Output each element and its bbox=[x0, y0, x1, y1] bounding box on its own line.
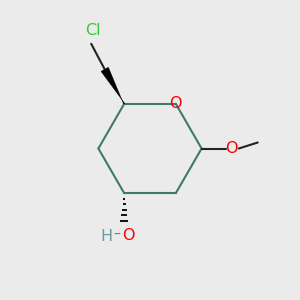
Text: –: – bbox=[113, 228, 120, 242]
Text: H: H bbox=[101, 229, 113, 244]
Text: O: O bbox=[225, 141, 238, 156]
Text: Cl: Cl bbox=[85, 23, 100, 38]
Text: O: O bbox=[122, 228, 135, 243]
Text: O: O bbox=[169, 96, 182, 111]
Polygon shape bbox=[101, 67, 125, 104]
